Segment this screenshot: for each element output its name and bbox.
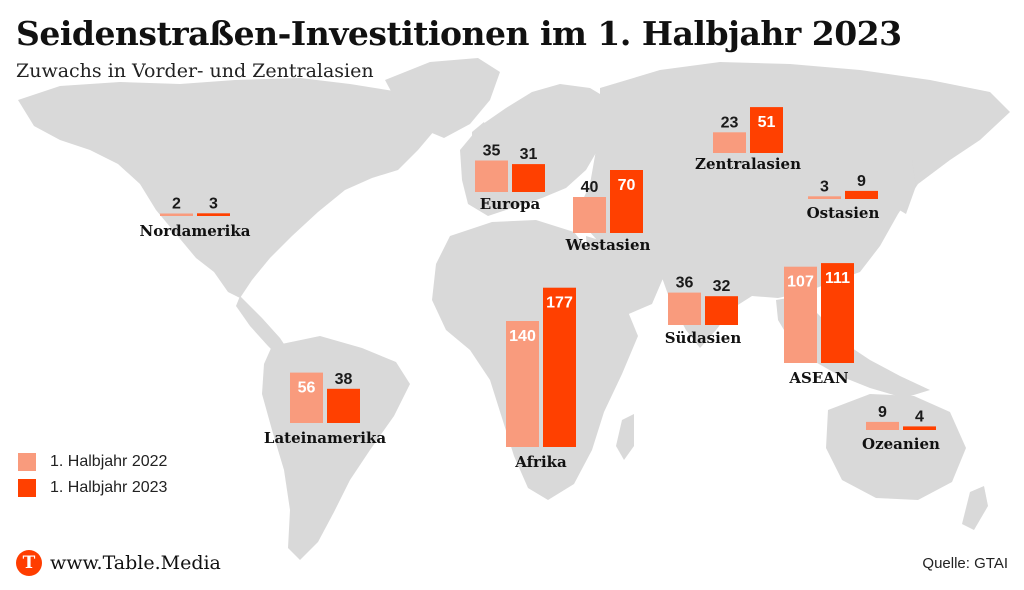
region-nordamerika: 2 3 Nordamerika [140, 195, 251, 240]
chart-subtitle: Zuwachs in Vorder- und Zentralasien [16, 60, 374, 82]
map-australia [826, 394, 966, 500]
map-south-america [262, 336, 410, 560]
bar-europa-2022 [475, 160, 508, 192]
legend-label-2022: 1. Halbjahr 2022 [50, 453, 168, 470]
bar-afrika-2022 [506, 321, 539, 447]
region-lateinamerika: 56 38 Lateinamerika [264, 371, 386, 447]
data-label-ozeanien-2023: 4 [915, 408, 924, 425]
legend-item-2022: 1. Halbjahr 2022 [18, 449, 167, 475]
data-label-ostasien-2023: 9 [857, 173, 866, 190]
region-asean: 107 111 ASEAN [784, 263, 854, 387]
bar-lateinamerika-2022 [290, 372, 323, 423]
region-label-suedasien: Südasien [665, 329, 742, 347]
chart-title: Seidenstraßen-Investitionen im 1. Halbja… [16, 14, 902, 53]
data-label-lateinamerika-2022: 56 [298, 380, 316, 397]
map-madagascar [616, 414, 634, 460]
region-label-ostasien: Ostasien [807, 204, 880, 222]
region-zentralasien: 23 51 Zentralasien [695, 107, 801, 173]
data-label-ozeanien-2022: 9 [878, 404, 887, 421]
map-new-zealand [962, 486, 988, 530]
legend-swatch-2023 [18, 479, 36, 497]
table-media-logo-icon: T [16, 550, 42, 576]
bar-ozeanien-2023 [903, 426, 936, 430]
legend-swatch-2022 [18, 453, 36, 471]
region-label-zentralasien: Zentralasien [695, 155, 801, 173]
region-afrika: 140 177 Afrika [506, 287, 576, 471]
data-label-asean-2022: 107 [787, 274, 814, 291]
map-north-america [18, 78, 440, 298]
data-label-nordamerika-2023: 3 [209, 195, 218, 212]
bar-nordamerika-2023 [197, 213, 230, 216]
region-label-westasien: Westasien [565, 236, 651, 254]
source-note: Quelle: GTAI [922, 555, 1008, 572]
data-label-suedasien-2023: 32 [713, 278, 731, 295]
bar-ozeanien-2022 [866, 421, 899, 430]
data-label-afrika-2022: 140 [509, 328, 536, 345]
bar-asean-2023 [821, 263, 854, 363]
data-label-westasien-2023: 70 [618, 177, 636, 194]
bar-suedasien-2022 [668, 292, 701, 325]
bar-ostasien-2022 [808, 196, 841, 199]
data-label-suedasien-2022: 36 [676, 275, 694, 292]
map-japan [896, 160, 916, 214]
bar-lateinamerika-2023 [327, 388, 360, 423]
bar-westasien-2022 [573, 197, 606, 233]
bar-zentralasien-2022 [713, 132, 746, 153]
region-ozeanien: 9 4 Ozeanien [862, 404, 940, 453]
bar-westasien-2023 [610, 170, 643, 233]
data-label-zentralasien-2022: 23 [721, 114, 739, 131]
legend-item-2023: 1. Halbjahr 2023 [18, 475, 167, 501]
data-label-lateinamerika-2023: 38 [335, 371, 353, 388]
bar-ostasien-2023 [845, 190, 878, 199]
region-label-nordamerika: Nordamerika [140, 222, 251, 240]
region-label-lateinamerika: Lateinamerika [264, 429, 386, 447]
map-britain [472, 122, 490, 156]
region-label-afrika: Afrika [514, 453, 567, 471]
region-suedasien: 36 32 Südasien [665, 275, 742, 347]
bar-europa-2023 [512, 164, 545, 192]
region-label-ozeanien: Ozeanien [862, 435, 940, 453]
data-label-ostasien-2022: 3 [820, 178, 829, 195]
region-ostasien: 3 9 Ostasien [807, 173, 880, 222]
data-label-nordamerika-2022: 2 [172, 196, 181, 213]
data-label-asean-2023: 111 [825, 270, 850, 287]
legend: 1. Halbjahr 2022 1. Halbjahr 2023 [18, 449, 167, 501]
map-greenland [385, 58, 500, 138]
data-label-zentralasien-2023: 51 [758, 114, 776, 131]
bar-zentralasien-2023 [750, 107, 783, 153]
region-europa: 35 31 Europa [475, 143, 545, 213]
region-label-asean: ASEAN [788, 369, 849, 387]
bar-asean-2022 [784, 266, 817, 363]
brand: T www.Table.Media [16, 550, 221, 576]
data-label-afrika-2023: 177 [546, 295, 573, 312]
bar-suedasien-2023 [705, 296, 738, 325]
bar-nordamerika-2022 [160, 213, 193, 216]
legend-label-2023: 1. Halbjahr 2023 [50, 479, 168, 496]
region-westasien: 40 70 Westasien [565, 170, 651, 254]
data-label-europa-2023: 31 [520, 146, 538, 163]
data-label-europa-2022: 35 [483, 143, 501, 160]
world-map-background [18, 58, 1010, 560]
brand-url: www.Table.Media [50, 552, 221, 574]
data-label-westasien-2022: 40 [581, 179, 599, 196]
bar-afrika-2023 [543, 287, 576, 447]
map-asia [580, 62, 1010, 322]
region-label-europa: Europa [480, 195, 541, 213]
